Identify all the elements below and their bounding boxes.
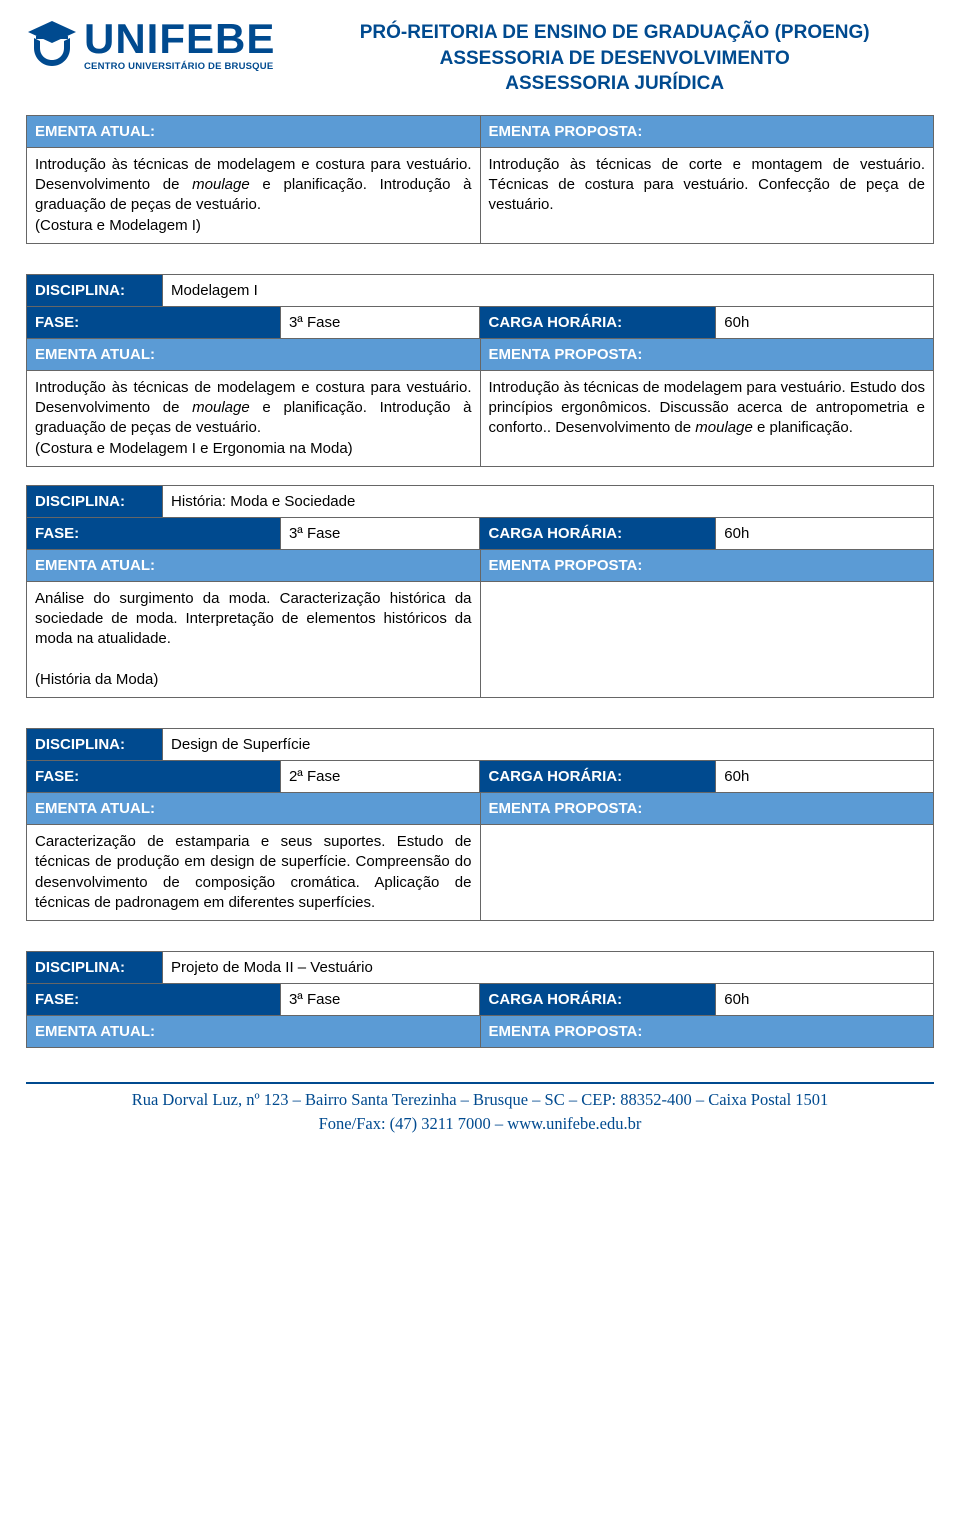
label-carga: CARGA HORÁRIA:: [480, 984, 716, 1016]
logo: UNIFEBE CENTRO UNIVERSITÁRIO DE BRUSQUE: [26, 18, 275, 72]
logo-name: UNIFEBE: [84, 18, 275, 60]
label-ementa-proposta: EMENTA PROPOSTA:: [480, 793, 934, 825]
logo-icon: [26, 18, 78, 66]
label-fase: FASE:: [27, 517, 281, 549]
disciplina-value: História: Moda e Sociedade: [163, 485, 934, 517]
fase-value: 3ª Fase: [280, 306, 480, 338]
header-line-2: ASSESSORIA DE DESENVOLVIMENTO: [295, 46, 934, 72]
course-block-modelagem: DISCIPLINA: Modelagem I FASE: 3ª Fase CA…: [26, 274, 934, 467]
label-ementa-atual: EMENTA ATUAL:: [27, 115, 481, 147]
disciplina-value: Projeto de Moda II – Vestuário: [163, 952, 934, 984]
label-ementa-proposta: EMENTA PROPOSTA:: [480, 549, 934, 581]
ementa-block-top: EMENTA ATUAL: EMENTA PROPOSTA: Introduçã…: [26, 115, 934, 244]
label-fase: FASE:: [27, 306, 281, 338]
label-ementa-atual: EMENTA ATUAL:: [27, 1016, 481, 1048]
carga-value: 60h: [716, 517, 934, 549]
label-ementa-atual: EMENTA ATUAL:: [27, 793, 481, 825]
ementa-atual-text: Análise do surgimento da moda. Caracteri…: [27, 581, 481, 697]
label-ementa-atual: EMENTA ATUAL:: [27, 338, 481, 370]
fase-value: 3ª Fase: [280, 984, 480, 1016]
fase-value: 3ª Fase: [280, 517, 480, 549]
carga-value: 60h: [716, 306, 934, 338]
label-ementa-atual: EMENTA ATUAL:: [27, 549, 481, 581]
footer-line-2: Fone/Fax: (47) 3211 7000 – www.unifebe.e…: [26, 1112, 934, 1136]
label-disciplina: DISCIPLINA:: [27, 485, 163, 517]
footer-line-1: Rua Dorval Luz, nº 123 – Bairro Santa Te…: [26, 1088, 934, 1112]
label-carga: CARGA HORÁRIA:: [480, 306, 716, 338]
carga-value: 60h: [716, 984, 934, 1016]
header-line-3: ASSESSORIA JURÍDICA: [295, 71, 934, 97]
label-disciplina: DISCIPLINA:: [27, 952, 163, 984]
ementa-atual-text: Caracterização de estamparia e seus supo…: [27, 825, 481, 921]
fase-value: 2ª Fase: [280, 761, 480, 793]
label-carga: CARGA HORÁRIA:: [480, 761, 716, 793]
carga-value: 60h: [716, 761, 934, 793]
header-line-1: PRÓ-REITORIA DE ENSINO DE GRADUAÇÃO (PRO…: [295, 20, 934, 46]
ementa-atual-text: Introdução às técnicas de modelagem e co…: [27, 147, 481, 243]
course-block-projeto: DISCIPLINA: Projeto de Moda II – Vestuár…: [26, 951, 934, 1048]
course-block-design: DISCIPLINA: Design de Superfície FASE: 2…: [26, 728, 934, 921]
page-header: UNIFEBE CENTRO UNIVERSITÁRIO DE BRUSQUE …: [26, 18, 934, 97]
label-ementa-proposta: EMENTA PROPOSTA:: [480, 1016, 934, 1048]
label-fase: FASE:: [27, 984, 281, 1016]
disciplina-value: Design de Superfície: [163, 729, 934, 761]
ementa-proposta-text: [480, 825, 934, 921]
ementa-atual-text: Introdução às técnicas de modelagem e co…: [27, 370, 481, 466]
label-disciplina: DISCIPLINA:: [27, 274, 163, 306]
label-ementa-proposta: EMENTA PROPOSTA:: [480, 115, 934, 147]
header-titles: PRÓ-REITORIA DE ENSINO DE GRADUAÇÃO (PRO…: [295, 18, 934, 97]
ementa-proposta-text: [480, 581, 934, 697]
label-ementa-proposta: EMENTA PROPOSTA:: [480, 338, 934, 370]
label-disciplina: DISCIPLINA:: [27, 729, 163, 761]
ementa-proposta-text: Introdução às técnicas de modelagem para…: [480, 370, 934, 466]
logo-subtitle: CENTRO UNIVERSITÁRIO DE BRUSQUE: [84, 62, 275, 72]
ementa-proposta-text: Introdução às técnicas de corte e montag…: [480, 147, 934, 243]
label-carga: CARGA HORÁRIA:: [480, 517, 716, 549]
page-footer: Rua Dorval Luz, nº 123 – Bairro Santa Te…: [26, 1082, 934, 1156]
label-fase: FASE:: [27, 761, 281, 793]
course-block-historia: DISCIPLINA: História: Moda e Sociedade F…: [26, 485, 934, 698]
disciplina-value: Modelagem I: [163, 274, 934, 306]
